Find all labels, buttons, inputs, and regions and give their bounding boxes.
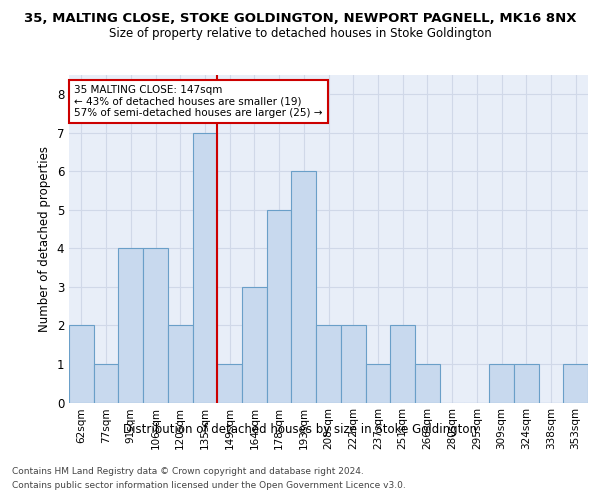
Bar xyxy=(514,364,539,403)
Bar xyxy=(242,287,267,403)
Text: Size of property relative to detached houses in Stoke Goldington: Size of property relative to detached ho… xyxy=(109,28,491,40)
Text: Contains HM Land Registry data © Crown copyright and database right 2024.: Contains HM Land Registry data © Crown c… xyxy=(12,468,364,476)
Bar xyxy=(341,326,365,402)
Text: 35 MALTING CLOSE: 147sqm
← 43% of detached houses are smaller (19)
57% of semi-d: 35 MALTING CLOSE: 147sqm ← 43% of detach… xyxy=(74,85,323,118)
Bar xyxy=(390,326,415,402)
Bar xyxy=(365,364,390,403)
Bar xyxy=(267,210,292,402)
Bar xyxy=(217,364,242,403)
Text: Distribution of detached houses by size in Stoke Goldington: Distribution of detached houses by size … xyxy=(123,422,477,436)
Y-axis label: Number of detached properties: Number of detached properties xyxy=(38,146,51,332)
Bar xyxy=(292,172,316,402)
Bar xyxy=(316,326,341,402)
Bar xyxy=(69,326,94,402)
Text: Contains public sector information licensed under the Open Government Licence v3: Contains public sector information licen… xyxy=(12,481,406,490)
Bar xyxy=(193,133,217,402)
Bar xyxy=(94,364,118,403)
Bar xyxy=(489,364,514,403)
Bar xyxy=(118,248,143,402)
Bar xyxy=(168,326,193,402)
Bar xyxy=(563,364,588,403)
Bar xyxy=(415,364,440,403)
Bar xyxy=(143,248,168,402)
Text: 35, MALTING CLOSE, STOKE GOLDINGTON, NEWPORT PAGNELL, MK16 8NX: 35, MALTING CLOSE, STOKE GOLDINGTON, NEW… xyxy=(24,12,576,26)
